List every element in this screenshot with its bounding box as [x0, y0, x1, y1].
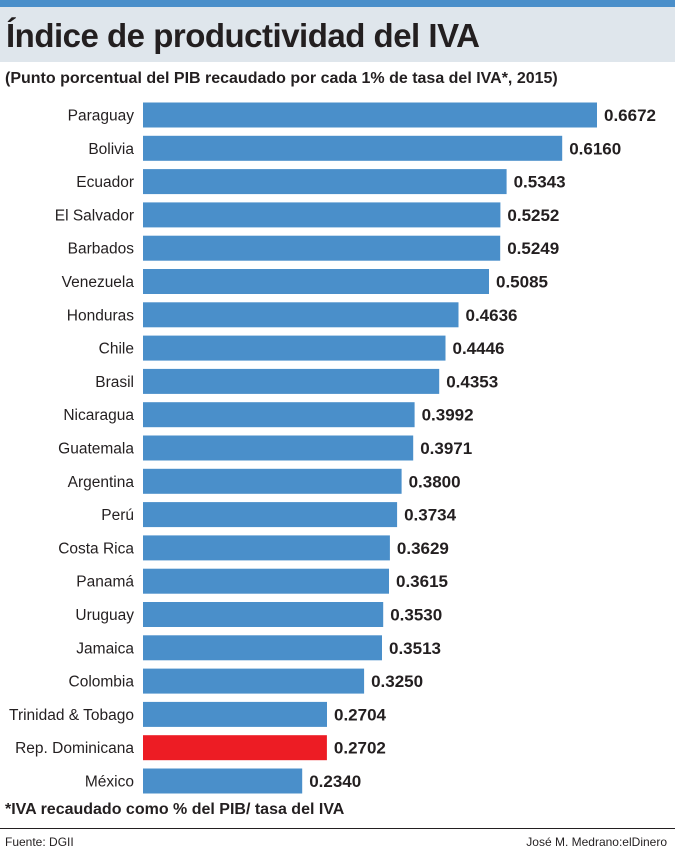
- bar-brasil: [143, 368, 440, 394]
- bar-colombia: [143, 668, 365, 694]
- bar-trinidad-tobago: [143, 701, 327, 727]
- bar-nicaragua: [143, 402, 415, 428]
- bar-argentina: [143, 468, 402, 494]
- bar-panam-: [143, 568, 389, 594]
- category-label: Argentina: [68, 474, 135, 491]
- value-label: 0.4636: [466, 306, 518, 325]
- chart-subtitle: (Punto porcentual del PIB recaudado por …: [5, 70, 558, 87]
- category-label: Brasil: [95, 374, 134, 391]
- category-label: Barbados: [68, 241, 135, 258]
- category-label: Uruguay: [75, 607, 134, 624]
- value-label: 0.4353: [446, 372, 498, 391]
- value-label: 0.3530: [390, 606, 442, 625]
- category-label: Trinidad & Tobago: [9, 707, 134, 724]
- value-label: 0.3250: [371, 672, 423, 691]
- chart-title: Índice de productividad del IVA: [6, 17, 480, 54]
- category-label: Rep. Dominicana: [15, 740, 134, 757]
- value-label: 0.6160: [569, 139, 621, 158]
- value-label: 0.3992: [422, 406, 474, 425]
- category-label: México: [85, 774, 134, 791]
- value-label: 0.2340: [309, 772, 361, 791]
- value-label: 0.3513: [389, 639, 441, 658]
- value-label: 0.4446: [453, 339, 505, 358]
- bar-uruguay: [143, 602, 384, 627]
- bar-paraguay: [143, 102, 597, 128]
- category-label: El Salvador: [55, 207, 134, 224]
- footnote: *IVA recaudado como % del PIB/ tasa del …: [5, 801, 345, 818]
- value-label: 0.2702: [334, 739, 386, 758]
- category-label: Perú: [101, 507, 134, 524]
- category-label: Bolivia: [88, 141, 134, 158]
- bar-chile: [143, 335, 446, 361]
- category-label: Paraguay: [68, 108, 135, 125]
- category-label: Venezuela: [62, 274, 135, 291]
- bar-bolivia: [143, 135, 563, 161]
- value-label: 0.3971: [420, 439, 472, 458]
- bar-barbados: [143, 235, 501, 261]
- value-label: 0.3615: [396, 572, 448, 591]
- category-label: Nicaragua: [63, 407, 134, 424]
- bar-guatemala: [143, 435, 414, 461]
- bar-costa-rica: [143, 535, 390, 561]
- top-accent-rule: [0, 0, 675, 7]
- bar-el-salvador: [143, 202, 501, 228]
- bar-ecuador: [143, 169, 507, 195]
- value-label: 0.6672: [604, 106, 656, 125]
- category-label: Colombia: [69, 674, 135, 691]
- value-label: 0.3629: [397, 539, 449, 558]
- source-label: Fuente: DGII: [5, 835, 74, 849]
- bar-chart: Paraguay 0.6672 Bolivia 0.6160 Ecuador 0.5343…: [9, 102, 656, 794]
- value-label: 0.3734: [404, 506, 457, 525]
- bar-per-: [143, 502, 398, 528]
- category-label: Jamaica: [76, 640, 134, 657]
- category-label: Panamá: [76, 574, 134, 591]
- value-label: 0.3800: [409, 472, 461, 491]
- value-label: 0.5085: [496, 273, 548, 292]
- category-label: Guatemala: [58, 441, 134, 458]
- bar-m-xico: [143, 768, 303, 794]
- value-label: 0.5252: [507, 206, 559, 225]
- category-label: Costa Rica: [58, 540, 134, 557]
- bottom-divider: [0, 828, 675, 829]
- bar-jamaica: [143, 635, 382, 661]
- category-label: Ecuador: [76, 174, 134, 191]
- value-label: 0.2704: [334, 705, 387, 724]
- bar-honduras: [143, 302, 459, 328]
- bar-venezuela: [143, 269, 489, 294]
- value-label: 0.5343: [514, 173, 566, 192]
- category-label: Chile: [99, 341, 134, 358]
- value-label: 0.5249: [507, 239, 559, 258]
- category-label: Honduras: [67, 307, 134, 324]
- bar-rep-dominicana: [143, 735, 327, 761]
- credit-label: José M. Medrano:elDinero: [526, 835, 667, 849]
- title-banner: Índice de productividad del IVA: [0, 7, 675, 62]
